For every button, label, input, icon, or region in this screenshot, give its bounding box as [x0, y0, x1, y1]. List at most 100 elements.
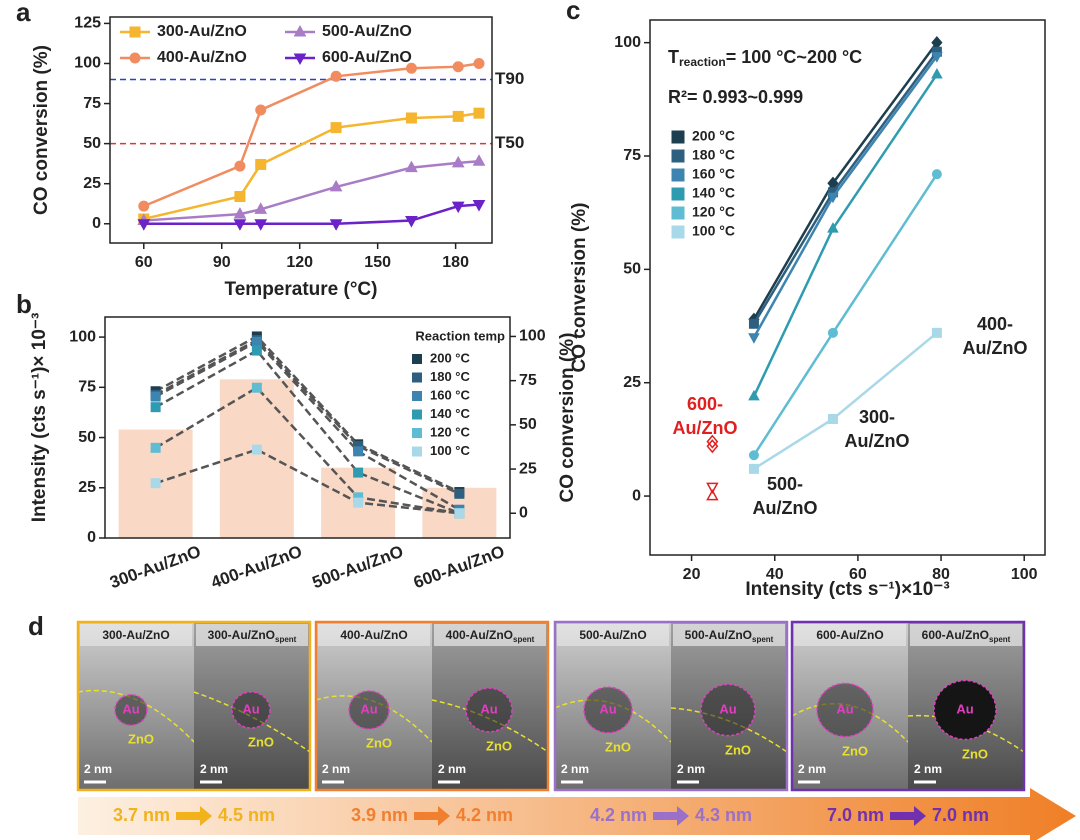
panel-label: a: [16, 0, 31, 27]
marker: [150, 442, 161, 453]
size-before: 7.0 nm: [827, 805, 884, 825]
marker: [827, 222, 839, 233]
marker: [412, 409, 422, 420]
marker: [330, 122, 342, 134]
panel-label: c: [566, 0, 580, 25]
title-bg: [80, 624, 192, 646]
marker: [706, 482, 719, 494]
axis-title: CO conversion (%): [569, 203, 590, 373]
annotation: Treaction= 100 °C~200 °C: [668, 47, 862, 69]
marker: [255, 104, 267, 116]
legend-label: 500-Au/ZnO: [322, 23, 412, 40]
marker: [293, 53, 307, 66]
x-tick-label: 400-Au/ZnO: [208, 542, 304, 592]
marker: [412, 446, 422, 457]
y-tick-label: 0: [519, 504, 528, 521]
marker: [405, 160, 418, 173]
marker: [452, 61, 464, 73]
legend-label: 160 °C: [692, 166, 735, 182]
legend-label: 180 °C: [430, 369, 471, 384]
marker: [353, 467, 364, 478]
y-tick-label: 50: [83, 135, 101, 152]
x-tick-label: 500-Au/ZnO: [310, 542, 406, 592]
group-border: [553, 620, 789, 792]
marker: [671, 225, 685, 239]
scale-label: 2 nm: [798, 762, 826, 776]
plot-frame: [649, 19, 1046, 556]
x-tick-label: 150: [364, 254, 391, 271]
y-tick-label: 25: [623, 374, 641, 391]
size-arrow-icon: [653, 806, 689, 826]
marker: [827, 413, 838, 424]
zno-label: ZnO: [725, 742, 751, 757]
marker: [931, 52, 943, 63]
y-tick-label: 0: [87, 529, 96, 546]
marker: [706, 439, 719, 454]
scale-label: 2 nm: [200, 762, 228, 776]
size-after: 4.2 nm: [456, 805, 513, 825]
series-line: [155, 448, 460, 515]
size-before: 3.9 nm: [351, 805, 408, 825]
marker: [472, 154, 486, 166]
y-tick-label: 75: [78, 379, 96, 396]
size-arrow-icon: [414, 806, 450, 826]
annotation: R²= 0.993~0.999: [668, 87, 803, 107]
title-main: 600-Au/ZnO: [816, 628, 883, 642]
series-line: [155, 334, 460, 494]
point-label: Au/ZnO: [673, 418, 738, 438]
marker: [353, 446, 364, 457]
marker: [251, 444, 262, 455]
x-tick-label: 120: [286, 254, 313, 271]
reference-label: T90: [495, 69, 524, 88]
point-label: 400-: [977, 314, 1013, 334]
x-axis-title: Intensity (cts s⁻¹)×10⁻³: [745, 579, 949, 600]
point-label: Au/ZnO: [753, 498, 818, 518]
marker: [129, 52, 141, 64]
title-main: 400-Au/ZnO: [340, 628, 407, 642]
title-main: 500-Au/ZnO: [685, 628, 752, 642]
marker: [254, 219, 268, 231]
annotation-sub: reaction: [679, 55, 726, 69]
axis-title: CO conversion (%): [557, 333, 578, 503]
micrograph-title: 400-Au/ZnOspent: [446, 628, 535, 644]
marker: [234, 191, 246, 203]
group-border: [76, 620, 312, 792]
marker: [454, 488, 465, 499]
series-line: [143, 62, 480, 208]
plot-frame: [104, 316, 511, 539]
micrograph-title: 500-Au/ZnO: [579, 628, 646, 642]
y-tick-label: 0: [632, 487, 641, 504]
legend-title: Reaction temp: [415, 328, 505, 343]
y-tick-label: 75: [623, 147, 641, 164]
micrograph-title: 600-Au/ZnOspent: [922, 628, 1011, 644]
zno-label: ZnO: [366, 735, 392, 750]
size-before: 3.7 nm: [113, 805, 170, 825]
marker: [329, 219, 343, 231]
legend-label: 140 °C: [430, 406, 471, 421]
marker: [748, 389, 760, 401]
marker: [293, 24, 307, 37]
legend-label: 300-Au/ZnO: [157, 23, 247, 40]
reference-label: T50: [495, 133, 524, 152]
marker: [473, 57, 485, 69]
au-label: Au: [360, 701, 377, 716]
legend-label: 100 °C: [430, 443, 471, 458]
axis-title: CO conversion (%): [31, 45, 52, 215]
legend-label: 140 °C: [692, 185, 735, 201]
zno-label: ZnO: [248, 734, 274, 749]
title-main: 600-Au/ZnO: [922, 628, 989, 642]
scale-label: 2 nm: [561, 762, 589, 776]
size-after: 7.0 nm: [932, 805, 989, 825]
group-border: [314, 620, 550, 792]
title-sub: spent: [275, 635, 297, 644]
y-tick-label: 25: [78, 479, 96, 496]
marker: [748, 450, 759, 461]
title-main: 300-Au/ZnO: [102, 628, 169, 642]
scale-label: 2 nm: [322, 762, 350, 776]
marker: [451, 155, 465, 168]
au-particle: [816, 682, 874, 738]
micrograph-title: 400-Au/ZnO: [340, 628, 407, 642]
y-tick-label: 100: [74, 55, 101, 72]
size-arrow-icon: [176, 806, 212, 826]
